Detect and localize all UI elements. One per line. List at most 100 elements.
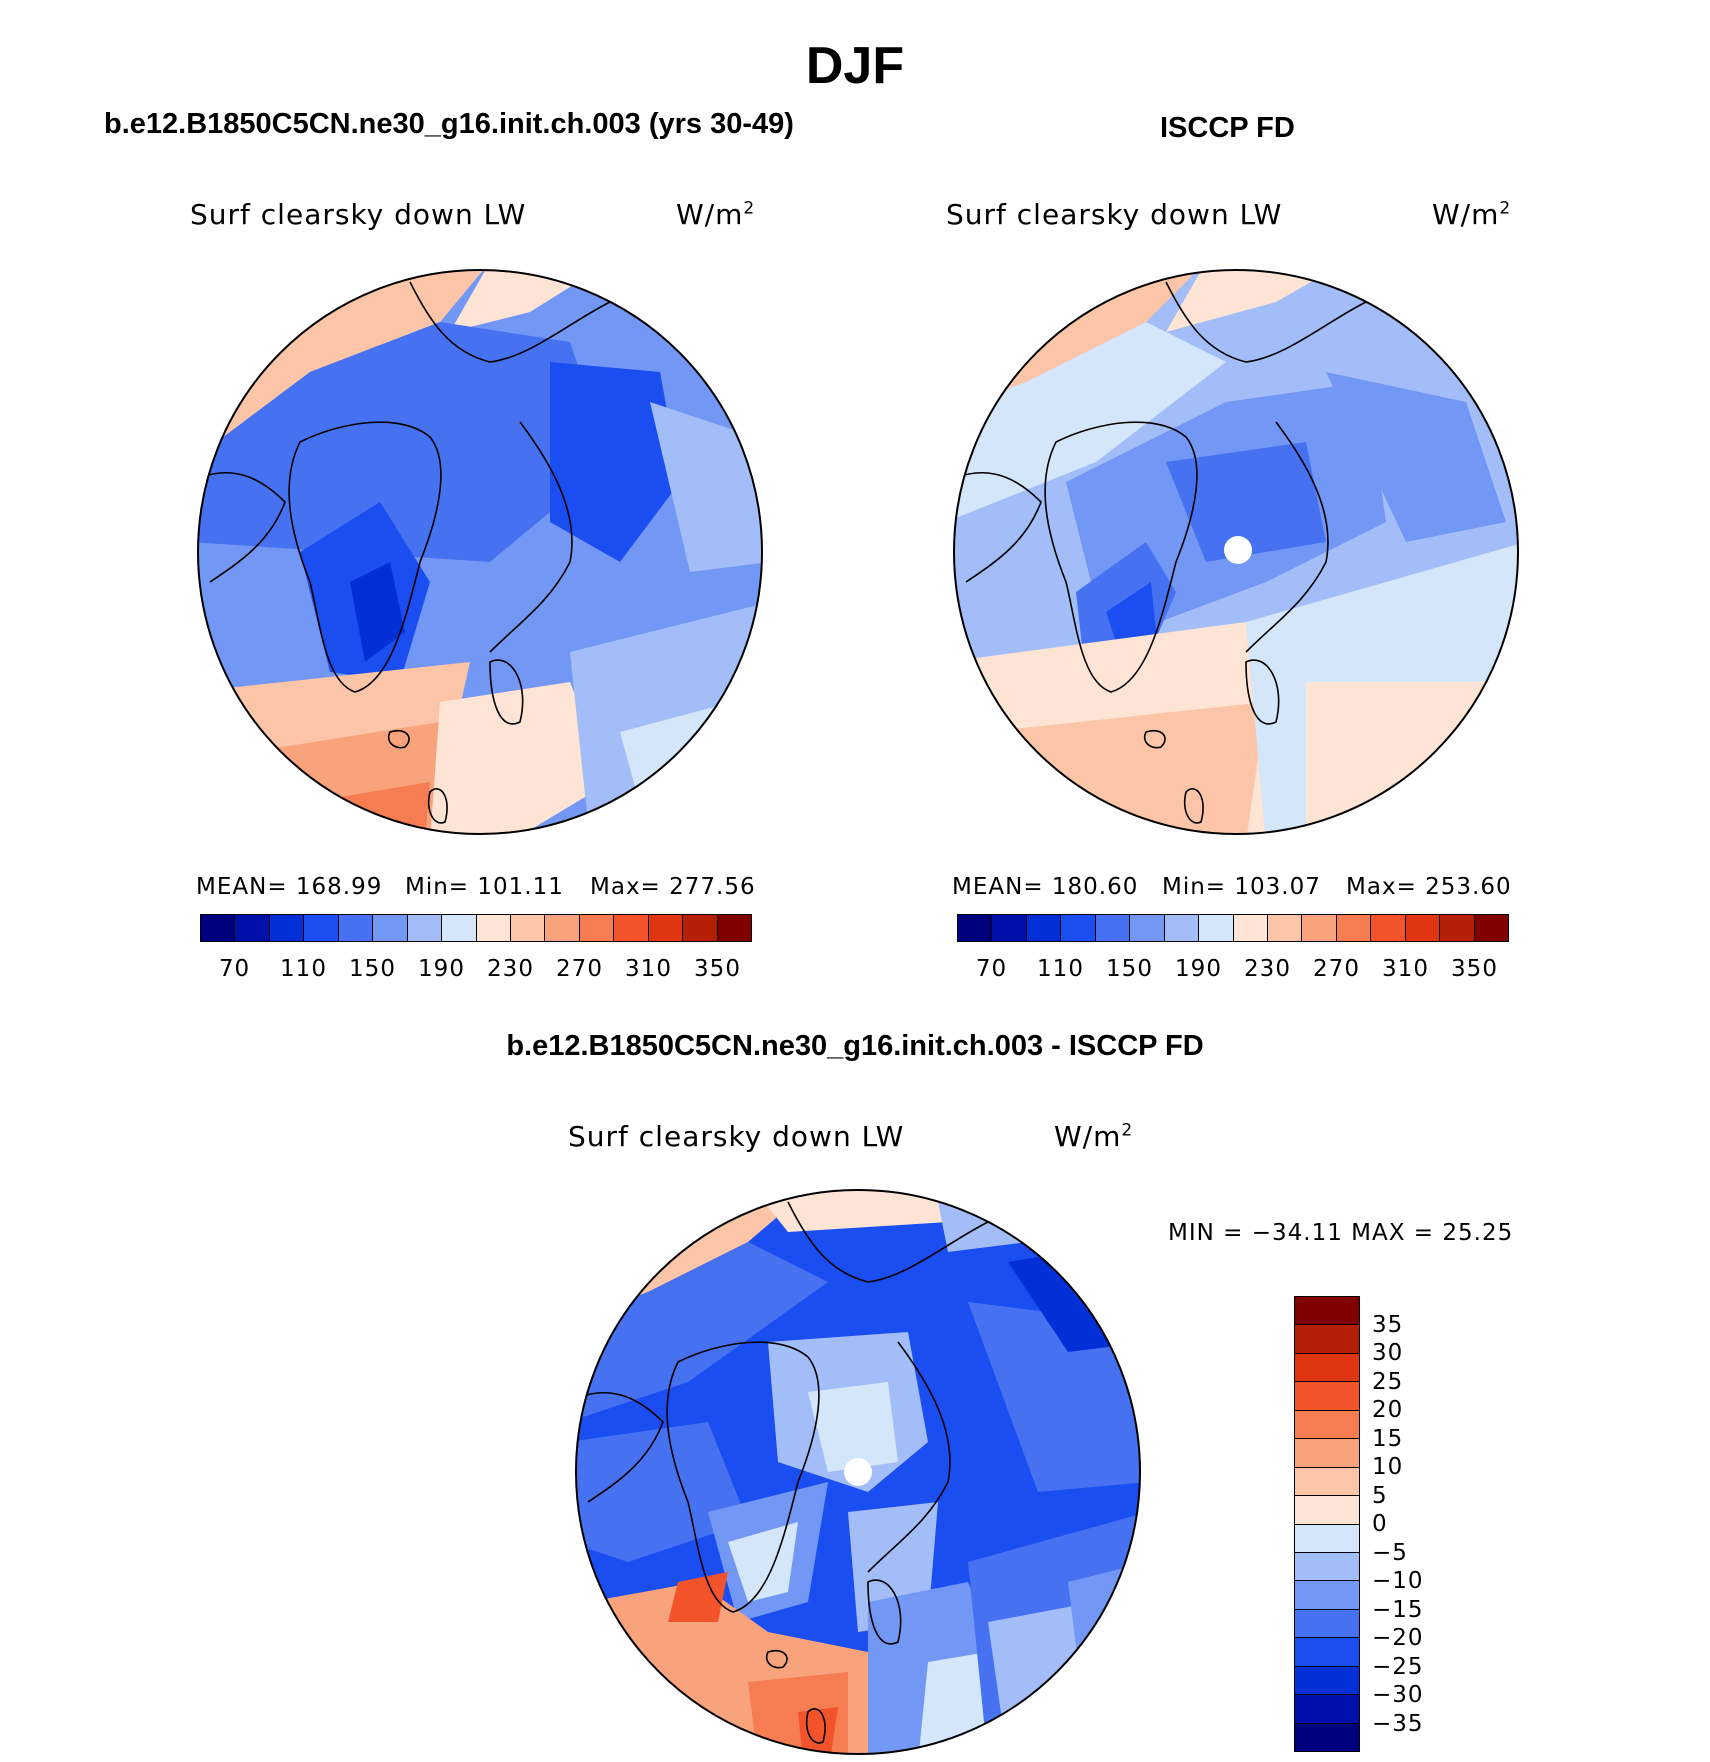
colorbar-swatch <box>1295 1325 1359 1354</box>
colorbar-swatch <box>1295 1496 1359 1525</box>
colorbar-swatch <box>1371 915 1406 941</box>
colorbar-tick-label: 150 <box>1106 956 1153 982</box>
colorbar-swatch <box>683 915 718 941</box>
colorbar-swatch <box>717 915 751 941</box>
colorbar-swatch <box>1295 1353 1359 1383</box>
colorbar-swatch <box>1302 915 1337 941</box>
diff-minmax-label: MIN = −34.11 MAX = 25.25 <box>1168 1220 1514 1246</box>
colorbar-tick-label: −5 <box>1372 1539 1408 1566</box>
colorbar-tick-label: 310 <box>1382 956 1429 982</box>
colorbar-swatch <box>304 915 339 941</box>
colorbar-tick-label: 110 <box>280 956 327 982</box>
colorbar-tick-label: 35 <box>1372 1311 1404 1338</box>
colorbar-tick-label: 190 <box>418 956 465 982</box>
obs-colorbar <box>957 914 1509 942</box>
colorbar-swatch <box>1295 1666 1359 1696</box>
colorbar-swatch <box>1130 915 1165 941</box>
colorbar-swatch <box>235 915 270 941</box>
colorbar-swatch <box>648 915 684 941</box>
colorbar-tick-label: −20 <box>1372 1625 1424 1651</box>
colorbar-tick-label: 5 <box>1372 1482 1388 1509</box>
colorbar-swatch <box>1295 1723 1359 1751</box>
colorbar-swatch <box>1233 915 1268 941</box>
colorbar-tick-label: 350 <box>694 956 741 982</box>
colorbar-tick-label: 270 <box>1313 956 1360 982</box>
model-mean-label: MEAN= 168.99 <box>196 874 383 900</box>
colorbar-tick-label: 10 <box>1372 1454 1404 1480</box>
diff-panel-title: b.e12.B1850C5CN.ne30_g16.init.ch.003 - I… <box>506 1030 1204 1062</box>
colorbar-tick-label: 230 <box>487 956 534 982</box>
colorbar-tick-label: −35 <box>1372 1710 1424 1737</box>
obs-variable-label: Surf clearsky down LW <box>946 198 1283 231</box>
obs-panel-title: ISCCP FD <box>1160 112 1295 144</box>
colorbar-swatch <box>1295 1609 1359 1639</box>
diff-polar-map <box>575 1189 1141 1755</box>
colorbar-swatch <box>1295 1467 1359 1497</box>
main-title: DJF <box>805 37 905 95</box>
colorbar-swatch <box>373 915 408 941</box>
colorbar-tick-label: 190 <box>1175 956 1222 982</box>
obs-mean-label: MEAN= 180.60 <box>952 874 1139 900</box>
colorbar-swatch <box>1295 1581 1359 1610</box>
colorbar-tick-label: 230 <box>1244 956 1291 982</box>
colorbar-swatch <box>992 915 1027 941</box>
colorbar-tick-label: 270 <box>556 956 603 982</box>
model-min-label: Min= 101.11 <box>405 874 564 900</box>
colorbar-tick-label: 15 <box>1372 1425 1404 1452</box>
colorbar-swatch <box>614 915 649 941</box>
colorbar-swatch <box>1336 915 1372 941</box>
colorbar-swatch <box>1295 1410 1359 1440</box>
colorbar-tick-label: −30 <box>1372 1682 1424 1708</box>
diff-units-label: W/m2 <box>1054 1120 1134 1153</box>
colorbar-swatch <box>1295 1552 1359 1582</box>
colorbar-swatch <box>1267 915 1303 941</box>
colorbar-tick-label: 0 <box>1372 1511 1388 1537</box>
colorbar-tick-label: 20 <box>1372 1397 1404 1423</box>
colorbar-tick-label: −10 <box>1372 1568 1424 1594</box>
colorbar-swatch <box>442 915 477 941</box>
colorbar-swatch <box>1164 915 1200 941</box>
model-colorbar <box>200 914 752 942</box>
colorbar-swatch <box>1095 915 1131 941</box>
obs-polar-map <box>953 269 1519 835</box>
colorbar-swatch <box>1295 1524 1359 1553</box>
obs-max-label: Max= 253.60 <box>1346 874 1512 900</box>
colorbar-tick-label: 70 <box>218 956 251 982</box>
colorbar-swatch <box>958 915 993 941</box>
colorbar-swatch <box>1295 1695 1359 1724</box>
colorbar-swatch <box>510 915 546 941</box>
colorbar-swatch <box>545 915 580 941</box>
model-max-label: Max= 277.56 <box>590 874 756 900</box>
colorbar-tick-label: 25 <box>1372 1368 1404 1395</box>
colorbar-swatch <box>1026 915 1062 941</box>
colorbar-swatch <box>1295 1382 1359 1411</box>
model-units-label: W/m2 <box>676 198 756 231</box>
colorbar-swatch <box>476 915 511 941</box>
colorbar-tick-label: −25 <box>1372 1653 1424 1680</box>
colorbar-swatch <box>1295 1439 1359 1468</box>
model-polar-map <box>197 269 763 835</box>
colorbar-tick-label: 310 <box>625 956 672 982</box>
colorbar-swatch <box>1295 1297 1359 1326</box>
colorbar-swatch <box>338 915 374 941</box>
colorbar-tick-label: 30 <box>1372 1340 1404 1366</box>
obs-units-label: W/m2 <box>1432 198 1512 231</box>
colorbar-swatch <box>201 915 236 941</box>
obs-min-label: Min= 103.07 <box>1162 874 1321 900</box>
diff-colorbar <box>1294 1296 1360 1752</box>
colorbar-swatch <box>1474 915 1508 941</box>
colorbar-tick-label: 110 <box>1037 956 1084 982</box>
colorbar-tick-label: 350 <box>1451 956 1498 982</box>
colorbar-tick-label: 70 <box>975 956 1008 982</box>
colorbar-swatch <box>1199 915 1234 941</box>
colorbar-swatch <box>1061 915 1096 941</box>
colorbar-tick-label: 150 <box>349 956 396 982</box>
colorbar-tick-label: −15 <box>1372 1596 1424 1623</box>
diff-variable-label: Surf clearsky down LW <box>568 1120 905 1153</box>
colorbar-swatch <box>269 915 305 941</box>
colorbar-swatch <box>1440 915 1475 941</box>
colorbar-swatch <box>407 915 443 941</box>
colorbar-swatch <box>1405 915 1441 941</box>
colorbar-swatch <box>1295 1638 1359 1667</box>
model-variable-label: Surf clearsky down LW <box>190 198 527 231</box>
